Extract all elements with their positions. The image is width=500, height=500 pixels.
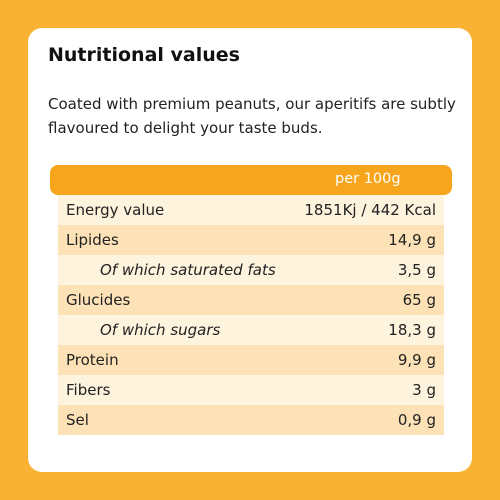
row-value: 3 g [412,381,436,399]
row-value: 18,3 g [388,321,436,339]
table-body: Energy value 1851Kj / 442 Kcal Lipides 14,9… [58,195,444,435]
row-value: 65 g [402,291,436,309]
row-label: Lipides [66,231,119,249]
column-header: per 100g [335,171,401,187]
table-header: per 100g [50,165,452,195]
table-row: Lipides 14,9 g [58,225,444,255]
table-row: Of which saturated fats 3,5 g [58,255,444,285]
row-label: Sel [66,411,89,429]
row-value: 14,9 g [388,231,436,249]
row-label: Protein [66,351,119,369]
table-row: Protein 9,9 g [58,345,444,375]
table-row: Of which sugars 18,3 g [58,315,444,345]
row-label: Energy value [66,201,165,219]
row-label: Of which saturated fats [100,261,276,279]
row-value: 1851Kj / 442 Kcal [304,201,436,219]
table-row: Fibers 3 g [58,375,444,405]
row-label: Fibers [66,381,111,399]
card: Nutritional values Coated with premium p… [28,28,472,472]
row-value: 0,9 g [397,411,436,429]
table-row: Glucides 65 g [58,285,444,315]
row-value: 3,5 g [397,261,436,279]
title: Nutritional values [48,44,240,66]
row-value: 9,9 g [397,351,436,369]
row-label: Glucides [66,291,131,309]
row-label: Of which sugars [100,321,221,339]
description: Coated with premium peanuts, our aperiti… [48,95,456,137]
table-row: Sel 0,9 g [58,405,444,435]
table-row: Energy value 1851Kj / 442 Kcal [58,195,444,225]
